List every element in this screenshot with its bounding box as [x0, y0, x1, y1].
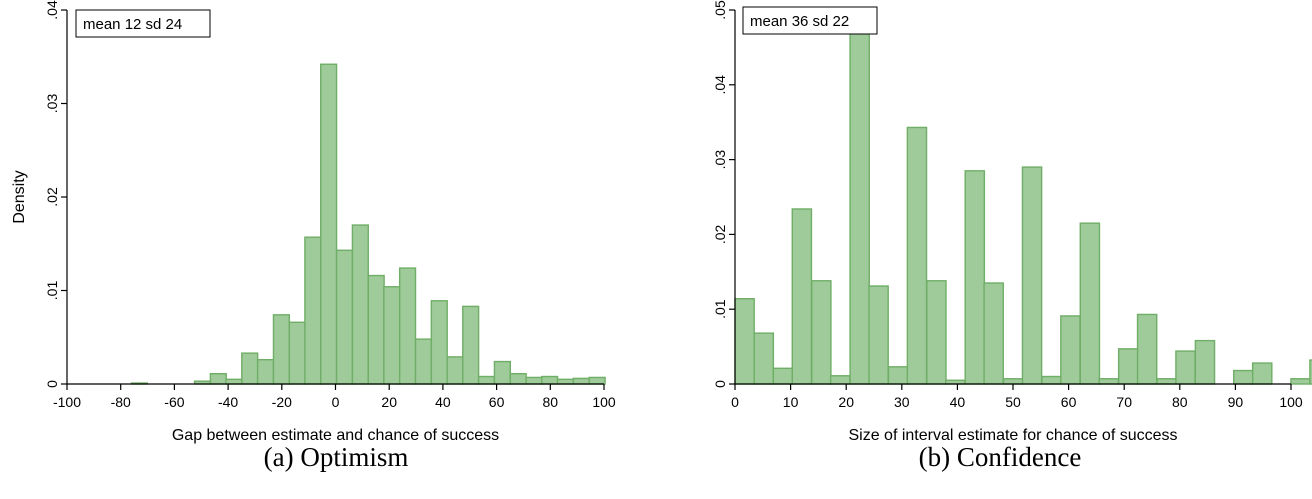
- y-tick-label: .04: [44, 0, 60, 20]
- x-tick-label: 40: [950, 394, 966, 410]
- x-tick-label: 10: [783, 394, 799, 410]
- x-tick-label: 40: [435, 394, 451, 410]
- histogram-bar: [430, 300, 448, 385]
- histogram-bar: [1233, 369, 1254, 385]
- histogram-bar: [446, 356, 464, 385]
- histogram-bar: [926, 280, 947, 385]
- histogram-bar: [1156, 378, 1177, 385]
- x-tick-label: -20: [272, 394, 292, 410]
- x-tick-label: 70: [1116, 394, 1132, 410]
- y-tick-label: .04: [712, 75, 728, 95]
- histogram-bar: [1041, 375, 1062, 385]
- histogram-bar: [829, 375, 851, 385]
- histogram-bar: [1002, 378, 1024, 385]
- histogram-bar: [849, 22, 870, 385]
- x-tick-label: -40: [218, 394, 238, 410]
- x-tick-label: 20: [838, 394, 854, 410]
- histogram-bar: [1290, 378, 1311, 385]
- y-tick-label: .01: [44, 281, 60, 301]
- histogram-bar: [983, 282, 1004, 385]
- y-tick-label: .02: [44, 187, 60, 207]
- caption-optimism: (a) Optimism: [264, 442, 409, 472]
- x-axis-label: Gap between estimate and chance of succe…: [172, 427, 499, 444]
- panel-confidence: 0 10 20 30 40 50 60 70 80 90 100 0 .01 .02 .03 .04 .05 Si…: [712, 0, 1312, 444]
- histogram-bar: [1309, 359, 1312, 385]
- caption-confidence: (b) Confidence: [919, 442, 1082, 472]
- histogram-bar: [272, 314, 291, 385]
- stats-annotation: mean 36 sd 22: [750, 13, 849, 30]
- x-tick-label: 50: [1005, 394, 1021, 410]
- histogram-bar: [414, 338, 433, 385]
- y-tick-label: 0: [712, 380, 728, 388]
- stats-annotation-box: [742, 6, 878, 35]
- histogram-bar: [525, 376, 543, 385]
- histogram-bar: [772, 367, 794, 385]
- histogram-bar: [811, 280, 832, 385]
- histogram-bar: [734, 298, 755, 385]
- y-tick-label: .02: [712, 224, 728, 244]
- histogram-bar: [1117, 348, 1139, 385]
- x-tick-label: 30: [894, 394, 910, 410]
- histogram-bar: [1251, 362, 1273, 385]
- histogram-bar: [367, 274, 385, 385]
- histogram-bar: [1021, 166, 1043, 385]
- x-tick-label: -100: [53, 394, 81, 410]
- histogram-bar: [887, 366, 909, 385]
- histogram-bar: [753, 332, 775, 385]
- histogram-bar: [462, 305, 480, 385]
- stats-annotation-box: [75, 9, 211, 38]
- x-tick-label: 0: [332, 394, 340, 410]
- x-tick-label: 80: [1172, 394, 1188, 410]
- histogram-bar: [1136, 313, 1158, 385]
- x-tick-label: 0: [731, 394, 739, 410]
- histogram-bar: [791, 208, 813, 385]
- histogram-bar: [241, 352, 259, 385]
- x-tick-label: 100: [592, 394, 616, 410]
- x-tick-label: 60: [489, 394, 505, 410]
- histogram-bar: [1098, 378, 1120, 385]
- histogram-bar: [964, 170, 986, 385]
- histogram-bar: [477, 375, 496, 385]
- y-tick-label: .01: [712, 299, 728, 319]
- histogram-bar: [225, 378, 243, 385]
- histogram-bar: [288, 321, 306, 385]
- histogram-bar: [556, 378, 575, 385]
- x-tick-label: 20: [381, 394, 397, 410]
- x-tick-label: -80: [111, 394, 131, 410]
- y-tick-label: .03: [44, 94, 60, 114]
- histogram-bar: [335, 249, 354, 385]
- histogram-bar: [304, 236, 322, 385]
- histogram-bar: [509, 373, 527, 385]
- y-tick-label: 0: [44, 380, 60, 388]
- y-axis-label: Density: [11, 170, 28, 223]
- histogram-bar: [868, 285, 889, 385]
- histogram-bar: [906, 126, 928, 385]
- histogram-bar: [572, 377, 590, 385]
- x-tick-label: 60: [1061, 394, 1077, 410]
- histogram-bar: [1175, 350, 1196, 385]
- histogram-bar: [1079, 222, 1101, 385]
- histogram-bar: [1060, 315, 1081, 385]
- histogram-bar: [398, 267, 417, 385]
- panel-optimism: -100 -80 -60 -40 -20 0 20 40 60 80 100 0 .01 .02 .03 .0…: [11, 0, 616, 444]
- histogram-bar: [209, 373, 227, 385]
- x-axis-label: Size of interval estimate for chance of …: [848, 427, 1177, 444]
- histogram-bar: [541, 375, 559, 385]
- histogram-bar: [588, 376, 606, 385]
- histogram-bar: [256, 358, 275, 385]
- y-tick-label: .03: [712, 150, 728, 170]
- y-tick-label: .05: [712, 0, 728, 20]
- stats-annotation: mean 12 sd 24: [83, 16, 182, 33]
- x-tick-label: 90: [1228, 394, 1244, 410]
- histogram-bar: [383, 286, 401, 385]
- histogram-bar: [320, 63, 338, 385]
- x-tick-label: -60: [164, 394, 184, 410]
- histogram-bar: [351, 224, 369, 385]
- histogram-bar: [493, 360, 511, 385]
- x-tick-label: 80: [543, 394, 559, 410]
- histogram-bar: [1194, 339, 1216, 385]
- x-tick-label: 100: [1279, 394, 1303, 410]
